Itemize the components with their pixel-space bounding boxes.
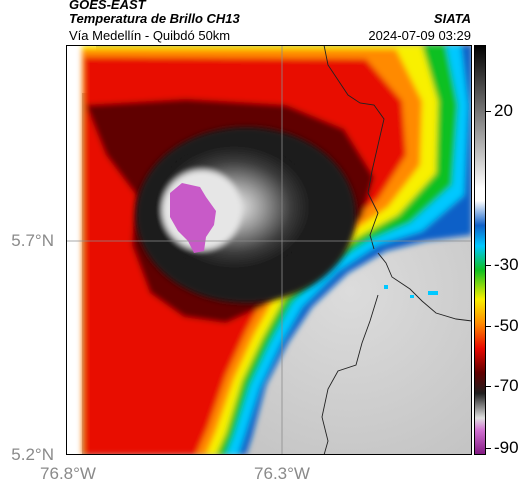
source-label: SIATA: [433, 11, 471, 26]
colorbar-label-minus30: -30: [494, 255, 519, 274]
coastline-islands: [384, 285, 438, 298]
colorbar-tick: [486, 326, 491, 327]
colorbar-label-20: 20: [494, 101, 513, 120]
timestamp: 2024-07-09 03:29: [368, 28, 471, 43]
colorbar-label-minus70: -70: [494, 376, 519, 395]
satellite-name: GOES-EAST: [69, 0, 146, 12]
colorbar-tick: [486, 386, 491, 387]
colorbar-label-minus90: -90: [494, 438, 519, 457]
route-subtitle: Vía Medellín - Quibdó 50km: [69, 28, 231, 43]
lat-label-5-2: 5.2°N: [11, 445, 54, 464]
lon-label-76-8: 76.8°W: [40, 464, 96, 483]
colorbar-tick: [486, 111, 491, 112]
graticule: [66, 45, 472, 455]
map-header: GOES-EAST Temperatura de Brillo CH13 Vía…: [69, 0, 471, 46]
satellite-map: [66, 45, 472, 455]
coastline: [321, 45, 472, 455]
lon-label-76-3: 76.3°W: [254, 464, 310, 483]
colorbar-tick: [486, 265, 491, 266]
colorbar-frame: [474, 45, 486, 455]
map-frame: [66, 45, 472, 455]
colorbar-tick: [486, 448, 491, 449]
colorbar-gradient: [474, 45, 486, 455]
lat-label-5-7: 5.7°N: [11, 231, 54, 250]
coldest-tops: [170, 183, 216, 253]
colorbar-label-minus50: -50: [494, 316, 519, 335]
left-edge-strip: [66, 45, 82, 455]
product-title: Temperatura de Brillo CH13: [69, 11, 240, 26]
storm-core: [136, 127, 356, 303]
colorbar: [474, 45, 486, 455]
